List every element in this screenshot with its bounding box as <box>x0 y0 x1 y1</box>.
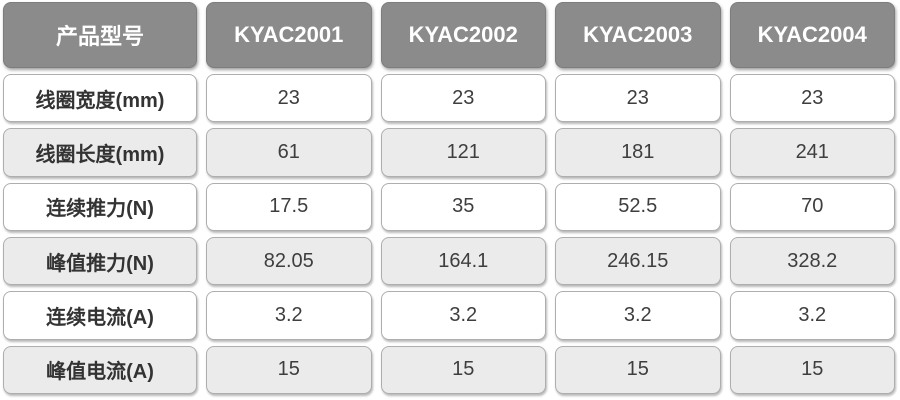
row-label-peak-current: 峰值电流(A) <box>3 345 197 394</box>
cell-peak-current-kyac2004: 15 <box>729 345 895 394</box>
header-cell-model-kyac2002: KYAC2002 <box>380 2 546 68</box>
cell-peak-thrust-kyac2001: 82.05 <box>206 236 372 286</box>
cell-coil-width-kyac2004: 23 <box>729 74 895 123</box>
cell-coil-length-kyac2001: 61 <box>206 128 372 177</box>
header-cell-model-kyac2003: KYAC2003 <box>555 2 721 68</box>
cell-continuous-current-kyac2003: 3.2 <box>555 291 721 340</box>
cell-peak-current-kyac2002: 15 <box>380 345 546 394</box>
cell-coil-length-kyac2003: 181 <box>555 128 721 177</box>
cell-continuous-current-kyac2002: 3.2 <box>380 291 546 340</box>
cell-coil-width-kyac2002: 23 <box>380 74 546 123</box>
product-spec-table: 产品型号 KYAC2001 KYAC2002 KYAC2003 KYAC2004… <box>3 2 895 394</box>
cell-peak-thrust-kyac2003: 246.15 <box>555 236 721 286</box>
row-label-continuous-thrust: 连续推力(N) <box>3 182 197 231</box>
cell-continuous-thrust-kyac2001: 17.5 <box>206 182 372 231</box>
row-label-continuous-current: 连续电流(A) <box>3 291 197 340</box>
cell-coil-length-kyac2004: 241 <box>729 128 895 177</box>
cell-continuous-current-kyac2004: 3.2 <box>729 291 895 340</box>
cell-peak-thrust-kyac2004: 328.2 <box>729 236 895 286</box>
row-label-peak-thrust: 峰值推力(N) <box>3 236 197 286</box>
cell-peak-current-kyac2003: 15 <box>555 345 721 394</box>
cell-continuous-current-kyac2001: 3.2 <box>206 291 372 340</box>
cell-peak-current-kyac2001: 15 <box>206 345 372 394</box>
cell-coil-length-kyac2002: 121 <box>380 128 546 177</box>
header-cell-model-kyac2004: KYAC2004 <box>729 2 895 68</box>
cell-continuous-thrust-kyac2003: 52.5 <box>555 182 721 231</box>
header-cell-model-kyac2001: KYAC2001 <box>206 2 372 68</box>
row-label-coil-width: 线圈宽度(mm) <box>3 74 197 123</box>
header-cell-product-model: 产品型号 <box>3 2 197 68</box>
cell-peak-thrust-kyac2002: 164.1 <box>380 236 546 286</box>
row-label-coil-length: 线圈长度(mm) <box>3 128 197 177</box>
cell-continuous-thrust-kyac2004: 70 <box>729 182 895 231</box>
cell-coil-width-kyac2001: 23 <box>206 74 372 123</box>
cell-coil-width-kyac2003: 23 <box>555 74 721 123</box>
cell-continuous-thrust-kyac2002: 35 <box>380 182 546 231</box>
